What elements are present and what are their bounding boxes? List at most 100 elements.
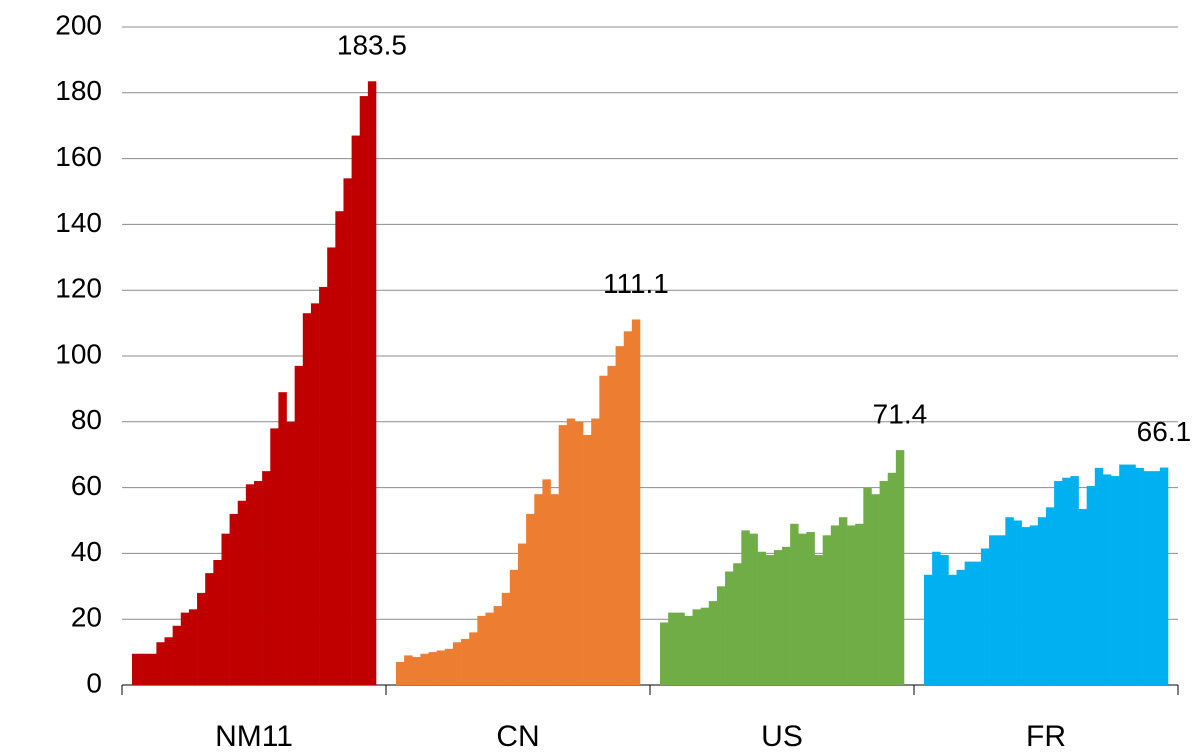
bar [518,543,527,685]
bar [847,525,856,685]
bar [1021,527,1031,685]
y-tick-label: 140 [55,207,102,238]
bar [838,517,848,685]
bar [501,592,511,685]
bar [716,586,726,685]
bar [887,472,897,685]
bar [444,648,454,685]
bar [623,331,633,685]
bar [327,247,336,685]
data-label: 66.1 [1137,416,1192,447]
bar [359,96,369,686]
bar [631,319,641,685]
y-tick-label: 60 [71,470,102,501]
bar [148,653,157,685]
bar [245,484,255,685]
bar [343,178,352,685]
x-tick-label: US [761,720,803,753]
bar [1062,477,1071,685]
bar [895,450,905,685]
bar [396,661,405,685]
bar [871,494,880,685]
data-label: 71.4 [873,398,928,429]
bar [461,638,470,685]
bar [1111,476,1120,685]
bar [972,561,982,685]
data-label: 183.5 [337,30,407,61]
bar [229,513,239,685]
bar [700,607,710,685]
bar [404,655,413,685]
bar [749,533,758,685]
bar [254,481,263,685]
bar [765,555,775,685]
bar [932,551,941,685]
bar [757,551,767,685]
bar [879,481,889,685]
bar [1078,508,1087,685]
bar [213,559,222,685]
bar [591,418,600,685]
bar [798,533,807,685]
y-tick-label: 160 [55,141,102,172]
bar [319,286,328,685]
bar [367,81,377,685]
bar [493,606,503,685]
bar [1127,464,1136,685]
bar [574,421,584,685]
y-tick-label: 80 [71,404,102,435]
bar [302,313,312,685]
bar [132,653,141,685]
bar [534,494,543,685]
bar [676,612,685,685]
bar [412,657,421,685]
bar [1046,507,1055,685]
bar [452,642,462,685]
bar [822,535,832,685]
bar [830,525,840,685]
bar [814,555,823,685]
bar [1119,464,1128,685]
bar [485,612,494,685]
bar [1005,517,1014,685]
bar [741,530,750,685]
bar [428,652,437,685]
bar [509,569,519,685]
bar [197,592,206,685]
bar [806,532,815,685]
bar [1013,520,1022,685]
bar [924,574,933,685]
bar [542,479,551,685]
bar [286,421,295,685]
bar [188,609,198,685]
bar [1135,467,1144,685]
bar [863,487,872,685]
bar [1029,525,1039,685]
bar [782,546,791,685]
bar [526,513,535,685]
bar [615,346,625,685]
bar [172,625,182,685]
x-tick-label: CN [496,720,539,753]
bar [140,653,149,685]
y-tick-label: 40 [71,536,102,567]
y-tick-label: 120 [55,273,102,304]
bar [205,573,214,685]
bar [1094,467,1104,685]
bar [855,523,864,685]
bar [997,535,1006,685]
bar [1102,474,1112,685]
y-tick-label: 200 [55,9,102,40]
y-tick-label: 100 [55,338,102,369]
bar [708,601,718,685]
bar [660,622,669,685]
bar [566,418,576,685]
bar [725,571,734,685]
bar [262,471,271,685]
bar [980,548,990,685]
y-tick-label: 20 [71,602,102,633]
bar [948,574,957,685]
y-tick-label: 0 [86,667,102,698]
bar [294,365,304,685]
